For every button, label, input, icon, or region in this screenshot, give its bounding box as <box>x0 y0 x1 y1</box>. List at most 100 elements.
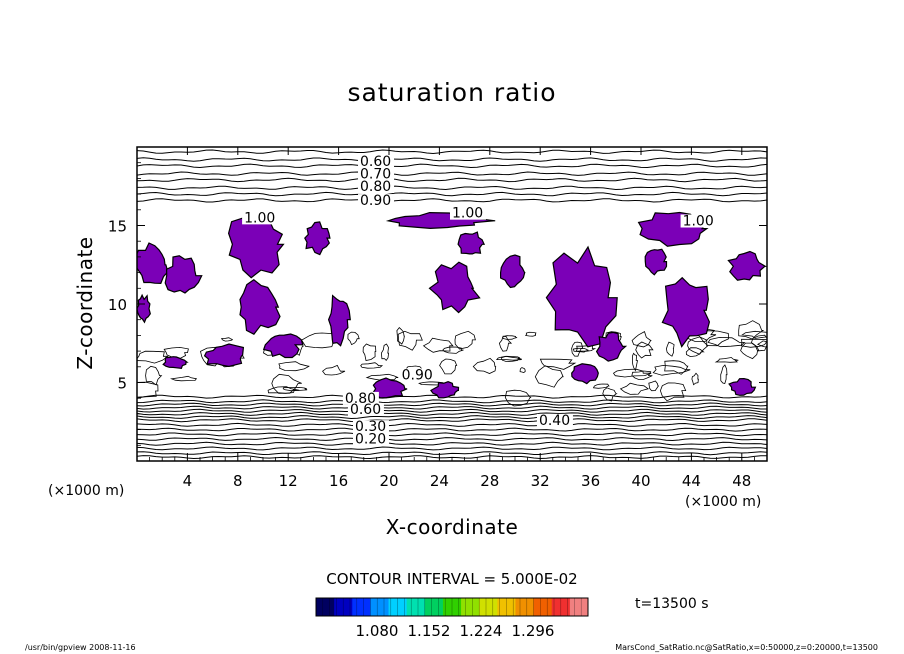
colorbar-segment <box>370 598 390 616</box>
contour-label-bg <box>450 206 486 220</box>
contour-line <box>137 432 767 437</box>
contour-line <box>137 427 767 432</box>
contour-label-bg <box>399 368 436 382</box>
colorbar-segment <box>461 598 480 616</box>
contour-line <box>137 350 170 364</box>
contour-line <box>137 422 767 427</box>
saturation-region <box>203 343 245 368</box>
contour-line <box>137 157 767 162</box>
contour-label: 0.60 <box>350 402 381 418</box>
contour-line <box>504 389 532 407</box>
saturation-region <box>727 250 767 281</box>
contour-line <box>439 358 458 375</box>
contour-line <box>738 320 765 340</box>
contour-line <box>502 335 518 340</box>
contour-line <box>572 347 589 353</box>
contour-line <box>659 382 687 402</box>
saturation-region <box>162 356 189 370</box>
contour-line <box>632 352 638 372</box>
chart-title: saturation ratio <box>347 78 556 107</box>
contour-line <box>137 394 767 399</box>
footer-right: MarsCond_SatRatio.nc@SatRatio,x=0:50000,… <box>615 643 878 652</box>
colorbar-frame <box>315 597 589 617</box>
colorbar-segment <box>497 598 516 616</box>
contour-line <box>665 341 675 357</box>
contour-line <box>519 367 526 374</box>
x-tick-label: 20 <box>379 472 398 490</box>
contour-line <box>631 331 652 348</box>
x-tick-label: 32 <box>531 472 550 490</box>
saturation-region <box>661 276 711 348</box>
contour-line <box>696 330 729 347</box>
contour-line <box>322 364 346 376</box>
time-label: t=13500 s <box>635 596 709 612</box>
contour-line <box>362 343 377 361</box>
contour-line <box>137 436 767 442</box>
contour-line <box>648 380 660 392</box>
contour-line <box>592 383 610 389</box>
contour-label-bg <box>352 432 389 446</box>
colorbar-segment <box>515 598 535 616</box>
contour-label-bg <box>352 420 389 434</box>
colorbar-segment <box>479 598 498 616</box>
saturation-region <box>644 248 668 276</box>
contour-label-bg <box>358 167 395 181</box>
colorbar-tick-label: 1.080 <box>356 622 399 640</box>
contour-line <box>137 415 767 420</box>
y-axis-label: Z-coordinate <box>73 236 97 369</box>
y-tick-label: 10 <box>108 296 127 314</box>
contour-line <box>380 343 390 362</box>
y-tick-label: 15 <box>108 218 127 236</box>
contour-line <box>145 365 163 386</box>
contour-line <box>714 357 739 363</box>
contour-label-bg <box>536 413 573 427</box>
contour-label-bg <box>358 154 395 168</box>
contour-line <box>137 399 767 404</box>
contour-line <box>498 335 513 352</box>
contour-line <box>278 361 310 372</box>
contour-line <box>524 331 537 337</box>
contour-line <box>664 360 689 375</box>
saturation-region <box>262 333 304 359</box>
contour-line <box>442 346 464 354</box>
colorbar <box>315 597 589 617</box>
plot-area: 0.600.700.800.901.00 1.00 1.000.900.800.60… <box>136 146 768 462</box>
colorbar-segment <box>316 598 335 616</box>
contour-line <box>756 340 767 348</box>
contour-line <box>472 357 497 374</box>
colorbar-segment <box>551 598 571 616</box>
contour-line <box>137 191 767 197</box>
contour-line <box>137 451 767 456</box>
colorbar-segment <box>569 598 589 616</box>
contour-line <box>422 337 454 353</box>
contour-line <box>347 331 360 346</box>
colorbar-segment <box>406 598 426 616</box>
saturation-region <box>372 377 408 399</box>
contour-line <box>365 373 399 381</box>
contour-label-bg <box>347 402 384 416</box>
x-tick-label: 36 <box>581 472 600 490</box>
contour-label: 0.30 <box>355 419 386 435</box>
contour-line <box>740 342 760 360</box>
colorbar-segment <box>352 598 371 616</box>
x-axis-label: X-coordinate <box>386 515 519 539</box>
contour-line <box>137 418 767 423</box>
contour-line <box>282 386 308 392</box>
saturation-region <box>239 278 281 335</box>
x-unit-left: (×1000 m) <box>48 483 124 499</box>
contour-line <box>612 368 652 378</box>
footer-left: /usr/bin/gpview 2008-11-16 <box>25 643 136 652</box>
contour-line <box>137 171 767 176</box>
contour-line <box>707 336 746 348</box>
saturation-region <box>227 217 285 279</box>
contour-label-bg <box>242 211 279 225</box>
contour-label: 0.90 <box>360 193 391 209</box>
contour-line <box>137 185 767 191</box>
saturation-region <box>728 377 757 396</box>
contour-line <box>301 332 335 349</box>
contour-interval-label: CONTOUR INTERVAL = 5.000E-02 <box>326 570 577 588</box>
contour-label: 0.40 <box>539 413 570 429</box>
x-tick-label: 40 <box>631 472 650 490</box>
contour-line <box>267 386 300 394</box>
